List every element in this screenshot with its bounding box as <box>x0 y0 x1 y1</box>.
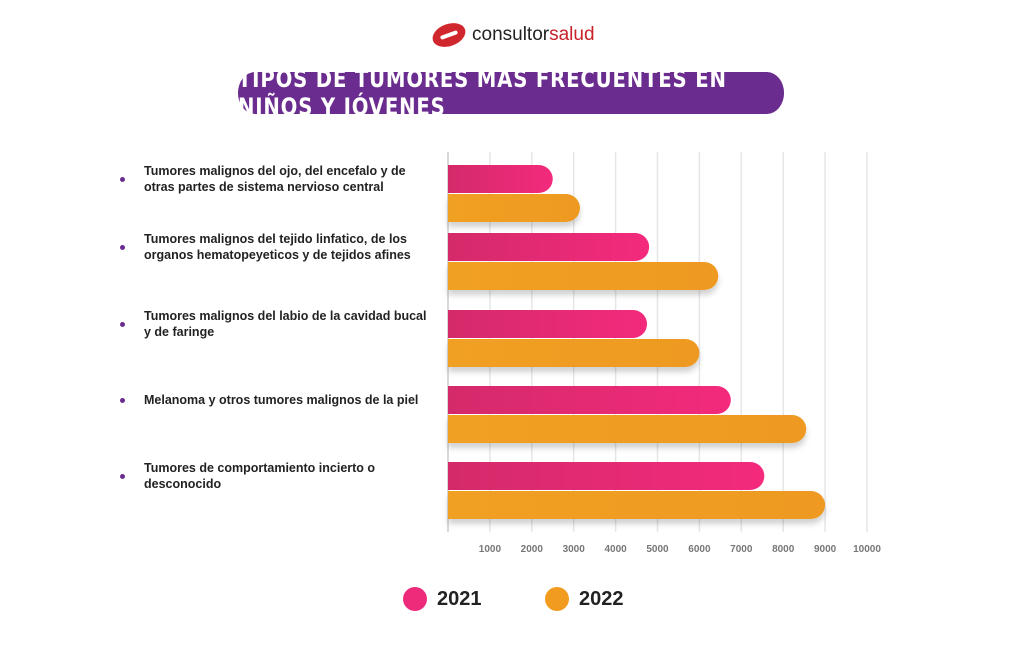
legend-item-2022: 2022 <box>545 587 624 611</box>
logo: consultorsalud <box>429 18 595 52</box>
category-label: Tumores de comportamiento incierto o des… <box>120 460 434 492</box>
bar-2022-4 <box>448 491 826 519</box>
category-label: Tumores malignos del ojo, del encefalo y… <box>120 163 434 195</box>
bar-2022-1 <box>448 262 719 290</box>
x-tick-label: 4000 <box>604 544 627 555</box>
logo-text: consultorsalud <box>472 24 595 45</box>
legend-item-2021: 2021 <box>403 587 482 611</box>
x-tick-label: 5000 <box>646 544 669 555</box>
x-tick-label: 10000 <box>853 544 881 555</box>
x-tick-label: 7000 <box>730 544 753 555</box>
x-tick-label: 2000 <box>521 544 544 555</box>
x-tick-label: 3000 <box>563 544 586 555</box>
bar-2021-3 <box>448 386 731 414</box>
bar-2021-4 <box>448 462 765 490</box>
bar-2021-1 <box>448 233 650 261</box>
x-tick-label: 8000 <box>772 544 795 555</box>
x-tick-label: 6000 <box>688 544 711 555</box>
legend-swatch <box>545 587 569 611</box>
bar-2022-0 <box>448 194 580 222</box>
x-tick-label: 9000 <box>814 544 837 555</box>
bar-2022-2 <box>448 339 700 367</box>
category-label: Tumores malignos del labio de la cavidad… <box>120 308 434 340</box>
legend-swatch <box>403 587 427 611</box>
bar-2021-2 <box>448 310 648 339</box>
x-tick-label: 1000 <box>479 544 502 555</box>
bar-2021-0 <box>448 165 553 193</box>
category-label: Tumores malignos del tejido linfatico, d… <box>120 231 434 263</box>
category-label: Melanoma y otros tumores malignos de la … <box>120 392 434 408</box>
bar-2022-3 <box>448 415 807 443</box>
